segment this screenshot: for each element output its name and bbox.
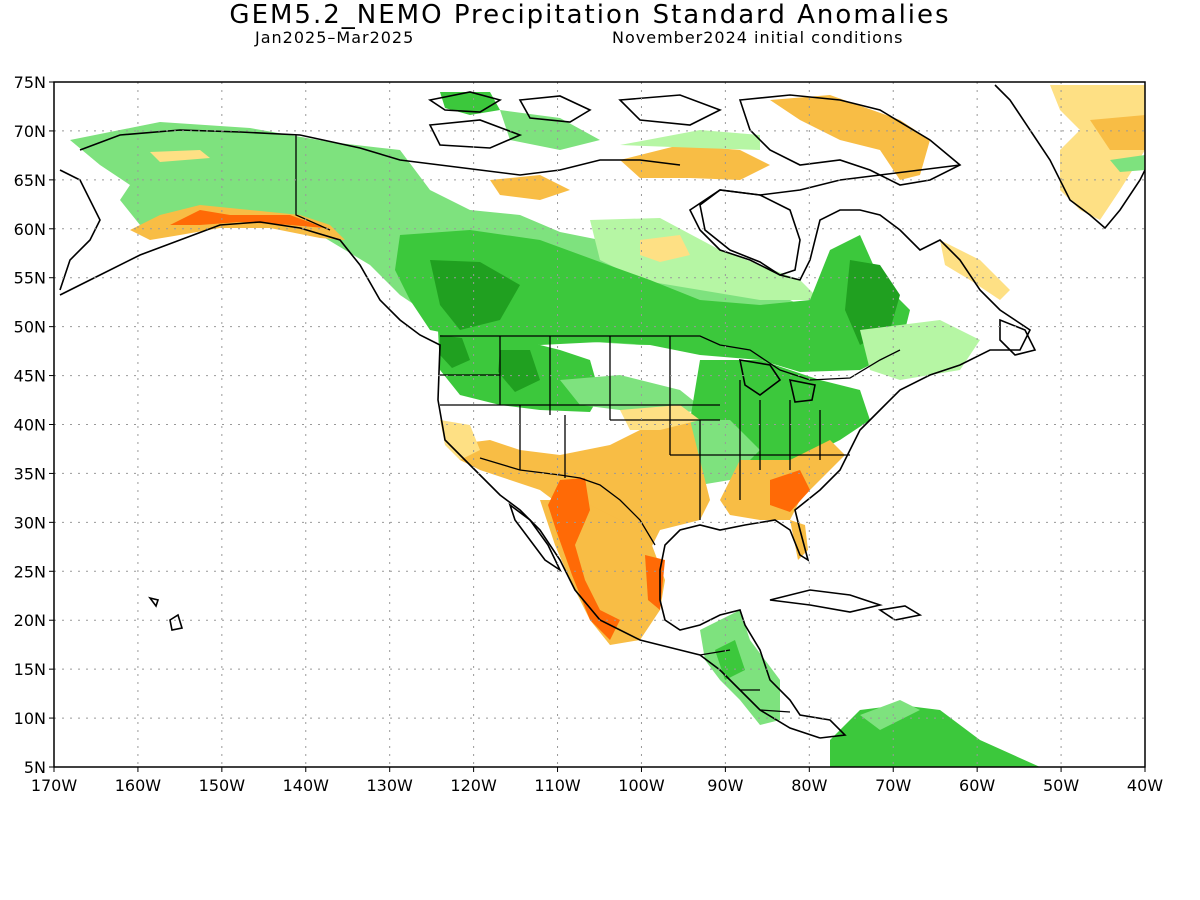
lon-tick-label: 60W — [959, 776, 995, 795]
hispaniola — [877, 605, 923, 621]
plains-light-dry — [620, 405, 700, 430]
lon-tick-label: 90W — [707, 776, 743, 795]
lat-tick-label: 65N — [14, 171, 46, 190]
lon-tick-label: 50W — [1043, 776, 1079, 795]
lon-tick-label: 40W — [1127, 776, 1163, 795]
colombia-wet — [830, 705, 1040, 767]
arctic-island-c — [618, 94, 722, 126]
lat-tick-label: 10N — [14, 709, 46, 728]
lat-tick-label: 60N — [14, 220, 46, 239]
us-mexico-border — [479, 457, 656, 546]
initial-conditions: November2024 initial conditions — [612, 28, 904, 47]
lon-tick-label: 80W — [791, 776, 827, 795]
lat-axis: 75N 70N 65N 60N 55N 50N 45N 40N 35N 30N 25N 20N 15N 1… — [14, 73, 54, 777]
greenland-coast — [994, 84, 1145, 230]
lat-tick-label: 35N — [14, 464, 46, 483]
yukon-dry — [490, 175, 570, 200]
lat-tick-label: 20N — [14, 611, 46, 630]
forecast-period: Jan2025–Mar2025 — [255, 28, 415, 47]
california-light-dry — [440, 420, 480, 460]
lon-tick-label: 130W — [367, 776, 414, 795]
central-america-core — [715, 640, 745, 680]
graticule — [54, 82, 1145, 767]
lat-tick-label: 45N — [14, 367, 46, 386]
cuba — [769, 589, 883, 613]
lon-tick-label: 160W — [115, 776, 162, 795]
arctic-island-b — [518, 95, 592, 123]
alaska-coast-dry-core — [170, 210, 325, 228]
nunavut-dry — [640, 235, 690, 262]
coastlines — [59, 84, 1145, 739]
arctic-island-a — [427, 91, 503, 113]
lon-tick-label: 100W — [618, 776, 665, 795]
colombia-wet-light — [860, 700, 920, 730]
lon-axis: 170W 160W 150W 140W 130W 120W 110W 100W 90W 80W 70… — [31, 767, 1163, 795]
lat-tick-label: 30N — [14, 513, 46, 532]
greenland-east-green — [1110, 155, 1145, 172]
lon-tick-label: 150W — [199, 776, 246, 795]
lat-tick-label: 70N — [14, 122, 46, 141]
alaska-canada-border — [295, 135, 331, 231]
lon-tick-label: 70W — [875, 776, 911, 795]
newfoundland — [999, 318, 1037, 356]
hawaii-b — [148, 596, 160, 608]
anomaly-map: 75N 70N 65N 60N 55N 50N 45N 40N 35N 30N 25N 20N 15N 1… — [14, 73, 1164, 795]
lat-tick-label: 15N — [14, 660, 46, 679]
arctic-island-d — [428, 119, 523, 149]
alaska-west-coast — [59, 169, 101, 291]
lon-tick-label: 170W — [31, 776, 78, 795]
anomaly-shading — [70, 85, 1145, 767]
southeast-dry-core — [770, 470, 810, 512]
arctic-mid-light — [620, 130, 760, 150]
mexico-dry-core — [548, 478, 620, 640]
lat-tick-label: 50N — [14, 318, 46, 337]
northeast-light — [860, 320, 980, 380]
arctic-coast — [79, 129, 681, 176]
us-canada-border — [440, 335, 901, 381]
chart-title: GEM5.2_NEMO Precipitation Standard Anoma… — [229, 0, 951, 30]
arctic-islands-light — [500, 110, 600, 150]
greenland-dry-core — [1090, 115, 1145, 150]
lon-tick-label: 110W — [534, 776, 581, 795]
us-state-lines — [440, 336, 850, 520]
baffin-dry — [770, 95, 930, 180]
lon-tick-label: 120W — [450, 776, 497, 795]
hudson-bay — [699, 189, 801, 276]
borders — [295, 135, 901, 713]
florida-dry — [790, 520, 808, 560]
gulf-coast — [659, 164, 1032, 739]
quebec-wet-core — [845, 260, 900, 345]
gulf-of-california — [508, 502, 562, 573]
lat-tick-label: 40N — [14, 416, 46, 435]
lat-tick-label: 5N — [24, 758, 46, 777]
great-lakes — [738, 359, 816, 403]
labrador-dry — [940, 240, 1010, 300]
lon-tick-label: 140W — [283, 776, 330, 795]
montana-core — [498, 350, 540, 392]
lat-tick-label: 75N — [14, 73, 46, 92]
canada-wet-core — [430, 260, 520, 330]
baffin-island — [738, 94, 962, 186]
pnw-wet-core — [440, 335, 470, 368]
lat-tick-label: 25N — [14, 562, 46, 581]
alaska-north-dry — [150, 150, 210, 162]
alaska-coast-dry — [130, 205, 345, 240]
arctic-dry — [620, 145, 770, 180]
hawaii-a — [169, 613, 184, 631]
greenland-dry — [1050, 85, 1145, 220]
lat-tick-label: 55N — [14, 269, 46, 288]
